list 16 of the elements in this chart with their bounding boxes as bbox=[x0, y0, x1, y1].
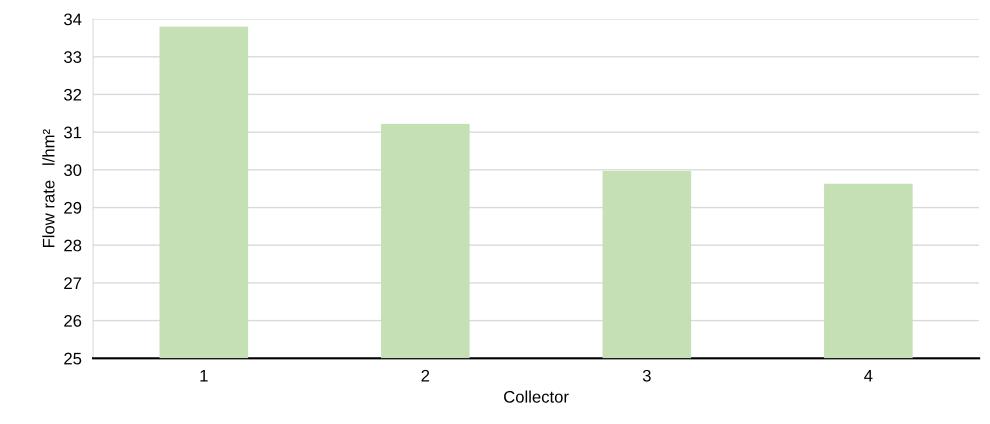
y-tick-label: 34 bbox=[64, 13, 82, 26]
x-axis-title: Collector bbox=[504, 390, 569, 403]
x-tick-label: 2 bbox=[422, 370, 430, 382]
y-tick-label: 33 bbox=[64, 51, 82, 63]
y-tick-label: 26 bbox=[64, 314, 82, 327]
y-tick-label: 32 bbox=[64, 88, 82, 101]
x-tick-label: 4 bbox=[864, 370, 872, 382]
y-axis-title: Flow rate l/hm² bbox=[42, 129, 55, 248]
y-tick-label: 25 bbox=[64, 352, 82, 364]
y-tick-label: 28 bbox=[64, 240, 82, 252]
y-tick-label: 30 bbox=[64, 164, 82, 176]
x-tick-label: 3 bbox=[642, 370, 651, 382]
x-tick-label: 1 bbox=[200, 370, 208, 382]
y-tick-label: 27 bbox=[64, 277, 82, 289]
y-tick-label: 31 bbox=[64, 126, 82, 138]
y-tick-label: 29 bbox=[64, 202, 82, 214]
